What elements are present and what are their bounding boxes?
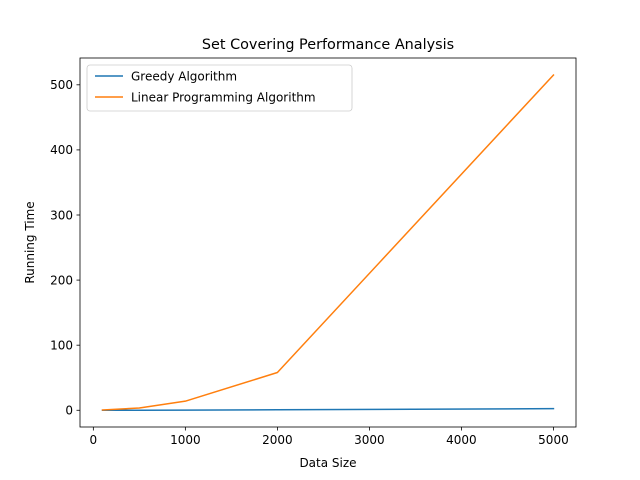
chart-title: Set Covering Performance Analysis xyxy=(202,37,454,53)
plot-frame xyxy=(79,57,577,428)
y-tick-label: 100 xyxy=(50,338,73,352)
y-tick-label: 0 xyxy=(65,404,73,418)
legend-box xyxy=(86,64,353,112)
legend-label-0: Greedy Algorithm xyxy=(131,69,237,83)
x-axis-ticks: 0 1000 2000 3000 4000 5000 xyxy=(90,427,569,447)
legend: Greedy Algorithm Linear Programming Algor… xyxy=(86,64,353,112)
x-tick-label: 3000 xyxy=(354,433,385,447)
y-tick-label: 400 xyxy=(50,143,73,157)
legend-label-1: Linear Programming Algorithm xyxy=(131,90,316,104)
y-axis-ticks: 0 100 200 300 400 500 xyxy=(50,78,80,418)
y-tick-label: 300 xyxy=(50,208,73,222)
x-tick-label: 5000 xyxy=(538,433,569,447)
series-line-1 xyxy=(101,73,555,411)
x-tick-label: 1000 xyxy=(170,433,201,447)
x-tick-label: 4000 xyxy=(446,433,477,447)
y-axis-label: Running Time xyxy=(23,201,37,283)
y-tick-label: 500 xyxy=(50,78,73,92)
y-tick-label: 200 xyxy=(50,273,73,287)
x-tick-label: 0 xyxy=(90,433,98,447)
series-line-0 xyxy=(101,407,555,412)
plot-series xyxy=(101,73,555,412)
x-tick-label: 2000 xyxy=(262,433,293,447)
x-axis-label: Data Size xyxy=(299,456,356,470)
